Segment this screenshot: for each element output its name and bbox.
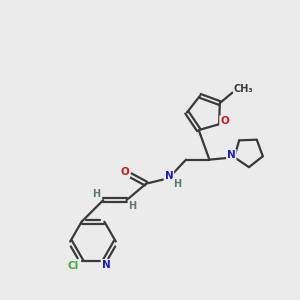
Text: N: N [227, 150, 236, 160]
Text: Cl: Cl [68, 261, 79, 271]
Text: H: H [128, 201, 137, 211]
Text: O: O [121, 167, 130, 177]
Text: H: H [173, 179, 181, 189]
Text: N: N [101, 260, 110, 270]
Text: H: H [92, 189, 101, 199]
Text: O: O [220, 116, 229, 126]
Text: N: N [164, 171, 173, 181]
Text: CH₃: CH₃ [234, 84, 254, 94]
